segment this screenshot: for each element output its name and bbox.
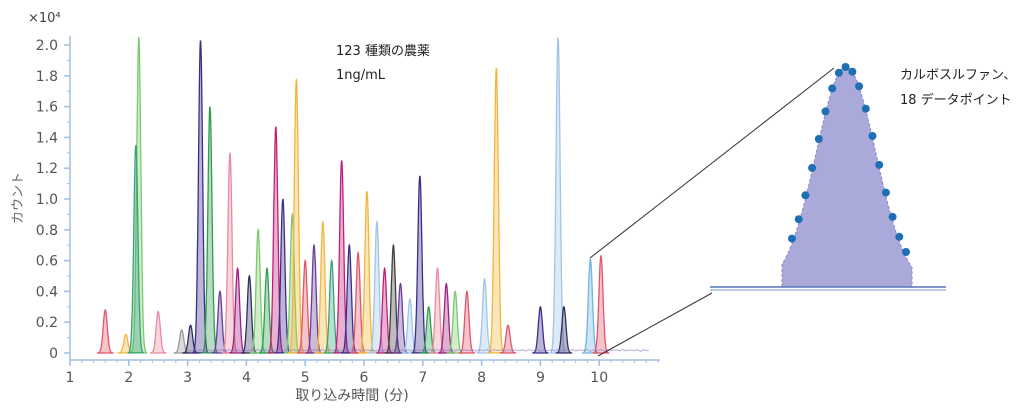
y-axis-ticks: 0 0.2 0.4 0.6 0.8 1.0 1.2 1.4 1.6 1.8 2.0 xyxy=(36,38,70,362)
inset-data-point xyxy=(881,188,890,197)
y-tick-label: 2.0 xyxy=(36,38,58,54)
y-tick-label: 1.0 xyxy=(36,192,58,208)
x-tick-label: 9 xyxy=(536,370,545,386)
peak xyxy=(221,152,239,354)
inset-data-point xyxy=(788,234,796,243)
y-tick-label: 0 xyxy=(49,346,58,362)
inset-data-point xyxy=(902,248,910,256)
x-tick-label: 2 xyxy=(124,370,133,386)
y-tick-label: 0.8 xyxy=(36,223,58,239)
annotation-line-2: 1ng/mL xyxy=(336,68,386,83)
x-tick-label: 3 xyxy=(183,370,192,386)
inset-data-point xyxy=(821,107,830,116)
y-tick-label: 1.4 xyxy=(36,130,58,146)
zoom-connector-top xyxy=(589,67,835,259)
peak xyxy=(532,305,549,354)
x-axis-ticks: 1 2 3 4 5 6 7 8 9 10 xyxy=(66,360,659,386)
inset-data-point xyxy=(794,215,803,224)
x-tick-label: 1 xyxy=(66,370,75,386)
y-tick-label: 0.2 xyxy=(36,315,58,331)
peak xyxy=(555,305,573,354)
peak xyxy=(499,324,517,354)
peak xyxy=(288,78,305,354)
peak xyxy=(283,212,301,354)
annotation-line-1: 123 種類の農薬 xyxy=(336,43,430,59)
peak xyxy=(333,160,350,354)
inset-data-point xyxy=(841,63,850,71)
peak xyxy=(582,257,599,354)
peak xyxy=(97,308,114,354)
peak xyxy=(392,282,409,354)
inset-peak-area xyxy=(781,66,913,288)
x-tick-label: 5 xyxy=(301,370,310,386)
inset-data-point xyxy=(875,160,884,169)
peak xyxy=(192,40,210,354)
inset-peak-zoom xyxy=(710,63,946,291)
baseline-noise xyxy=(187,349,650,353)
inset-data-point xyxy=(861,104,870,113)
x-tick-label: 7 xyxy=(418,370,427,386)
inset-data-point xyxy=(828,84,837,93)
inset-data-point xyxy=(855,82,864,91)
peak xyxy=(488,68,505,354)
inset-data-point xyxy=(801,191,810,200)
inset-data-points xyxy=(788,63,910,256)
y-axis-label: カウント xyxy=(11,172,26,224)
y-tick-label: 1.8 xyxy=(36,69,58,85)
inset-data-point xyxy=(808,163,817,172)
inset-data-point xyxy=(848,67,857,76)
inset-data-point xyxy=(888,212,897,221)
y-tick-label: 0.6 xyxy=(36,254,58,270)
peak xyxy=(411,175,429,354)
peak xyxy=(323,258,340,354)
zoom-connector-bottom xyxy=(597,292,713,357)
peaks-layer xyxy=(97,37,650,354)
peak xyxy=(127,144,145,354)
peak xyxy=(476,277,493,354)
x-tick-label: 8 xyxy=(477,370,486,386)
inset-data-point xyxy=(814,135,823,143)
inset-label-line-2: 18 データポイント xyxy=(900,92,1012,108)
peak xyxy=(420,305,437,354)
inset-data-point xyxy=(834,68,843,77)
inset-data-point xyxy=(895,232,904,241)
peak xyxy=(130,37,148,354)
y-tick-label: 1.6 xyxy=(36,100,58,116)
x-tick-label: 4 xyxy=(242,370,251,386)
inset-label-line-1: カルボスルファン、 xyxy=(900,68,1016,83)
peak xyxy=(150,310,167,354)
peak xyxy=(401,297,419,354)
inset-data-point xyxy=(868,132,877,140)
x-tick-label: 10 xyxy=(590,370,608,386)
x-tick-label: 6 xyxy=(360,370,369,386)
x-axis-label: 取り込み時間 (分) xyxy=(295,388,408,404)
y-tick-label: 0.4 xyxy=(36,284,58,300)
peak xyxy=(549,37,567,354)
y-tick-label: 1.2 xyxy=(36,161,58,177)
y-exponent-label: ×10⁴ xyxy=(28,11,61,26)
peak xyxy=(267,126,285,354)
peak xyxy=(592,254,610,354)
peak xyxy=(458,290,476,354)
peak xyxy=(274,198,292,354)
